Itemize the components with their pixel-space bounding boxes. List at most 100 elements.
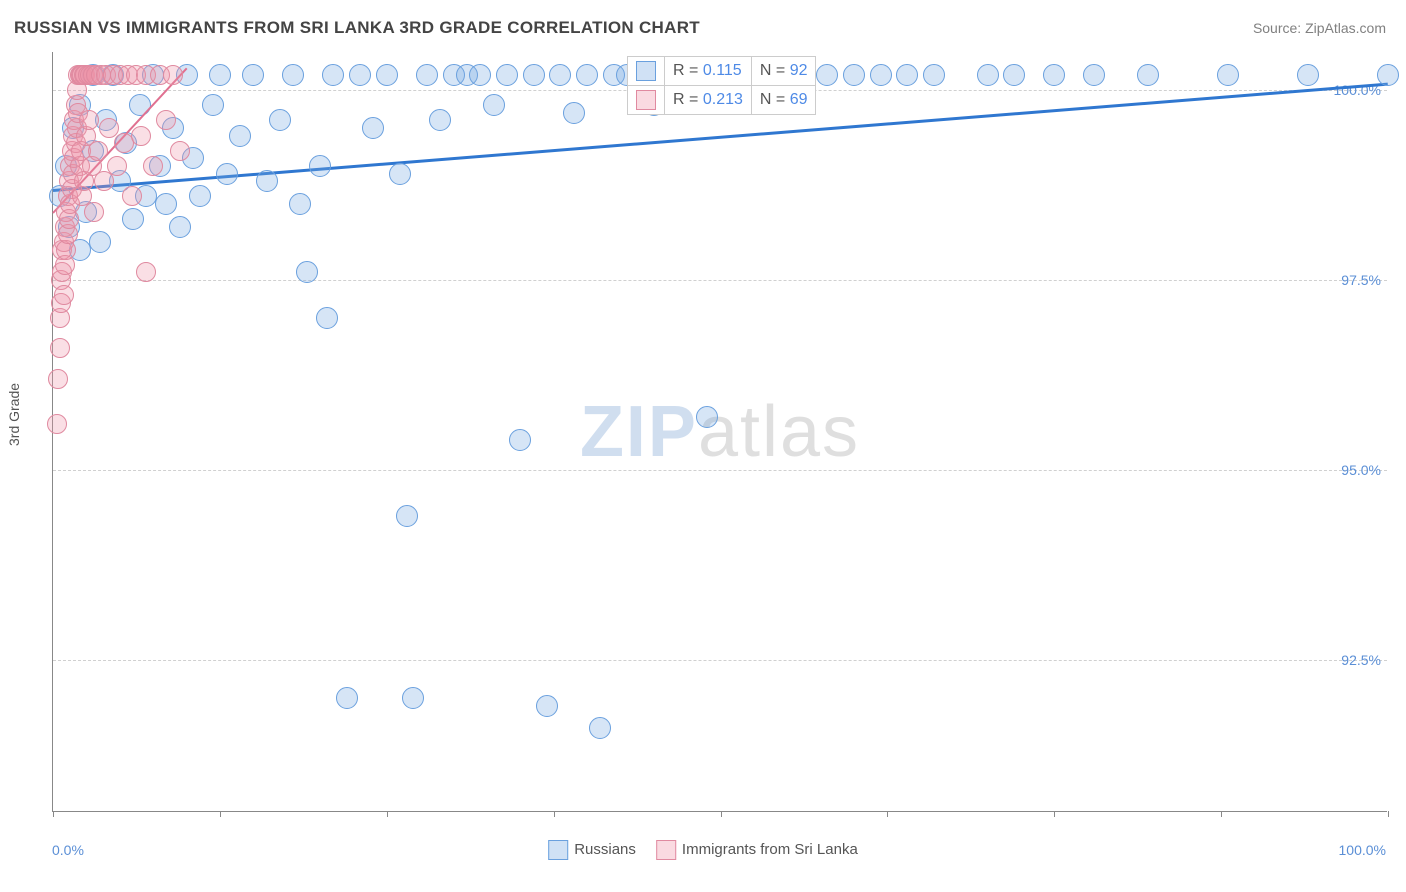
x-tick bbox=[887, 811, 888, 817]
chart-title: RUSSIAN VS IMMIGRANTS FROM SRI LANKA 3RD… bbox=[14, 18, 700, 38]
r-value: 0.115 bbox=[703, 62, 742, 79]
source-label: Source: ZipAtlas.com bbox=[1253, 20, 1386, 36]
gridline bbox=[53, 660, 1387, 661]
x-tick bbox=[53, 811, 54, 817]
data-point bbox=[202, 94, 224, 116]
data-point bbox=[209, 64, 231, 86]
data-point bbox=[156, 110, 176, 130]
gridline bbox=[53, 470, 1387, 471]
data-point bbox=[576, 64, 598, 86]
data-point bbox=[136, 262, 156, 282]
data-point bbox=[977, 64, 999, 86]
data-point bbox=[169, 216, 191, 238]
data-point bbox=[469, 64, 491, 86]
n-label: N = 92 bbox=[751, 56, 816, 85]
data-point bbox=[143, 156, 163, 176]
data-point bbox=[509, 429, 531, 451]
data-point bbox=[84, 202, 104, 222]
data-point bbox=[1003, 64, 1025, 86]
data-point bbox=[696, 406, 718, 428]
plot-area: ZIPatlas 100.0%97.5%95.0%92.5%R = 0.115N… bbox=[52, 52, 1387, 812]
data-point bbox=[296, 261, 318, 283]
data-point bbox=[316, 307, 338, 329]
data-point bbox=[1083, 64, 1105, 86]
data-point bbox=[170, 141, 190, 161]
data-point bbox=[309, 155, 331, 177]
stats-table: R = 0.115N = 92R = 0.213N = 69 bbox=[627, 56, 816, 115]
data-point bbox=[416, 64, 438, 86]
data-point bbox=[89, 231, 111, 253]
r-label: R = 0.115 bbox=[665, 56, 752, 85]
n-value: 69 bbox=[790, 91, 808, 108]
legend-swatch bbox=[548, 840, 568, 860]
watermark-atlas: atlas bbox=[698, 392, 860, 472]
x-tick bbox=[1054, 811, 1055, 817]
legend-swatch bbox=[656, 840, 676, 860]
data-point bbox=[549, 64, 571, 86]
y-tick-label: 95.0% bbox=[1341, 462, 1381, 478]
r-label: R = 0.213 bbox=[665, 85, 752, 114]
n-value: 92 bbox=[790, 62, 808, 79]
y-tick-label: 97.5% bbox=[1341, 272, 1381, 288]
data-point bbox=[523, 64, 545, 86]
data-point bbox=[396, 505, 418, 527]
stats-box: R = 0.115N = 92R = 0.213N = 69 bbox=[627, 56, 816, 115]
data-point bbox=[896, 64, 918, 86]
data-point bbox=[216, 163, 238, 185]
legend-label: Russians bbox=[574, 841, 636, 858]
data-point bbox=[131, 126, 151, 146]
data-point bbox=[47, 414, 67, 434]
data-point bbox=[155, 193, 177, 215]
legend-item: Immigrants from Sri Lanka bbox=[656, 840, 858, 860]
data-point bbox=[122, 186, 142, 206]
data-point bbox=[1377, 64, 1399, 86]
y-axis-title: 3rd Grade bbox=[6, 383, 22, 446]
data-point bbox=[189, 185, 211, 207]
data-point bbox=[389, 163, 411, 185]
series-swatch bbox=[636, 61, 656, 81]
data-point bbox=[322, 64, 344, 86]
data-point bbox=[289, 193, 311, 215]
stats-row: R = 0.115N = 92 bbox=[628, 56, 816, 85]
data-point bbox=[129, 94, 151, 116]
x-tick bbox=[220, 811, 221, 817]
data-point bbox=[1217, 64, 1239, 86]
data-point bbox=[496, 64, 518, 86]
n-label: N = 69 bbox=[751, 85, 816, 114]
data-point bbox=[336, 687, 358, 709]
data-point bbox=[563, 102, 585, 124]
data-point bbox=[349, 64, 371, 86]
data-point bbox=[282, 64, 304, 86]
x-tick bbox=[721, 811, 722, 817]
data-point bbox=[589, 717, 611, 739]
data-point bbox=[536, 695, 558, 717]
data-point bbox=[48, 369, 68, 389]
x-tick bbox=[387, 811, 388, 817]
x-axis-min-label: 0.0% bbox=[52, 842, 84, 858]
data-point bbox=[1137, 64, 1159, 86]
data-point bbox=[122, 208, 144, 230]
data-point bbox=[79, 110, 99, 130]
data-point bbox=[376, 64, 398, 86]
data-point bbox=[483, 94, 505, 116]
x-axis-max-label: 100.0% bbox=[1339, 842, 1386, 858]
x-tick bbox=[1221, 811, 1222, 817]
series-swatch bbox=[636, 90, 656, 110]
data-point bbox=[54, 285, 74, 305]
data-point bbox=[269, 109, 291, 131]
data-point bbox=[362, 117, 384, 139]
data-point bbox=[1297, 64, 1319, 86]
data-point bbox=[816, 64, 838, 86]
data-point bbox=[229, 125, 251, 147]
data-point bbox=[242, 64, 264, 86]
data-point bbox=[870, 64, 892, 86]
watermark: ZIPatlas bbox=[580, 391, 860, 473]
data-point bbox=[256, 170, 278, 192]
data-point bbox=[88, 141, 108, 161]
watermark-zip: ZIP bbox=[580, 392, 698, 472]
gridline bbox=[53, 280, 1387, 281]
data-point bbox=[1043, 64, 1065, 86]
legend-label: Immigrants from Sri Lanka bbox=[682, 841, 858, 858]
data-point bbox=[429, 109, 451, 131]
data-point bbox=[107, 156, 127, 176]
